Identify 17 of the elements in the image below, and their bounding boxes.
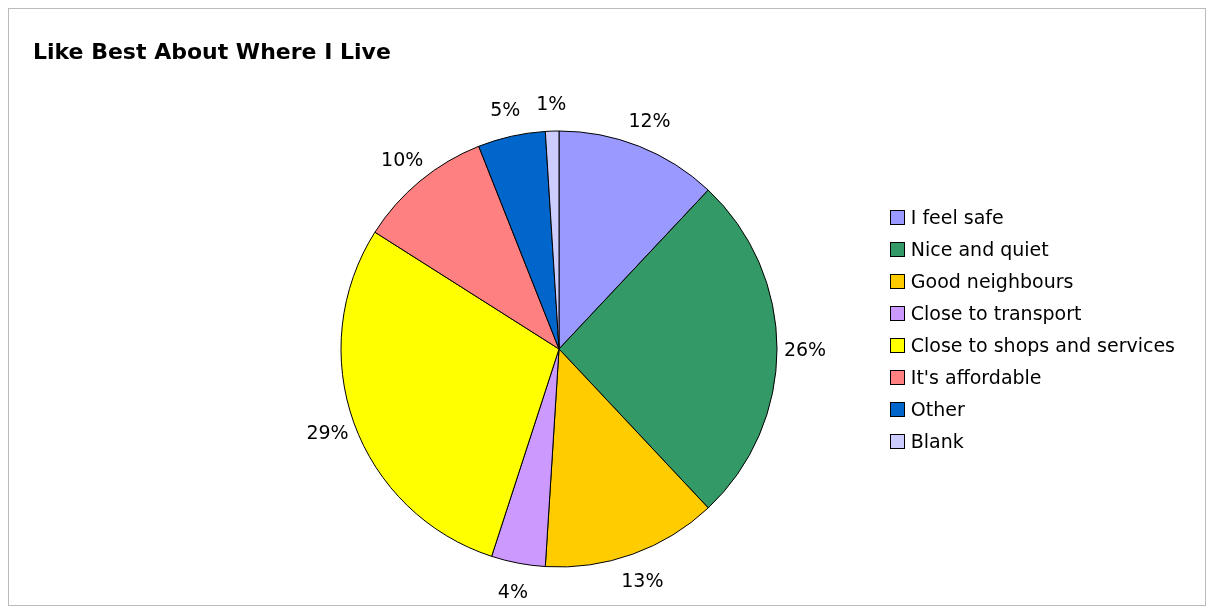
legend-label: Nice and quiet xyxy=(910,237,1049,262)
data-label: 13% xyxy=(621,569,664,592)
data-label: 4% xyxy=(497,579,528,602)
data-label: 29% xyxy=(306,421,349,444)
legend-label: I feel safe xyxy=(910,205,1004,230)
data-label: 5% xyxy=(490,97,521,120)
data-label: 12% xyxy=(628,109,671,132)
legend-label: Close to shops and services xyxy=(910,333,1175,358)
data-label: 1% xyxy=(536,92,567,115)
legend-label: Close to transport xyxy=(910,301,1082,326)
legend-label: Blank xyxy=(910,429,964,454)
legend-label: Good neighbours xyxy=(910,269,1074,294)
legend-label: Other xyxy=(910,397,965,422)
data-label: 10% xyxy=(381,148,424,171)
data-label: 26% xyxy=(783,338,827,360)
legend-label: It's affordable xyxy=(910,365,1042,390)
chart-title: Like Best About Where I Live xyxy=(33,39,391,64)
